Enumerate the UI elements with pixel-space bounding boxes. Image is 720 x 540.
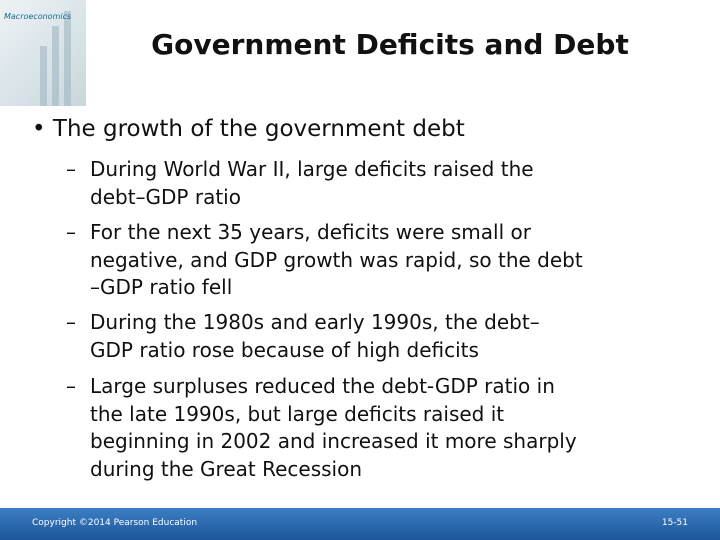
text-line: debt–GDP ratio — [90, 184, 241, 209]
slide-title: Government Deficits and Debt — [151, 28, 629, 61]
dash: – — [66, 157, 76, 181]
text-line: the late 1990s, but large deficits raise… — [90, 401, 505, 426]
sub-bullet-text: During the 1980s and early 1990s, the de… — [90, 309, 540, 364]
dash: – — [66, 310, 76, 334]
book-cover: Macroeconomics — [0, 0, 86, 106]
text-line: During World War II, large deficits rais… — [90, 157, 534, 181]
sub-bullet: – For the next 35 years, deficits were sm… — [66, 219, 583, 302]
sub-bullet: – During World War II, large deficits rai… — [66, 156, 534, 211]
text-line: Large surpluses reduced the debt-GDP rat… — [90, 374, 555, 398]
bullet: • The growth of the government debt — [32, 116, 465, 142]
sub-bullet-text: For the next 35 years, deficits were sma… — [90, 219, 583, 302]
page-number: 15-51 — [661, 518, 688, 528]
copyright: Copyright ©2014 Pearson Education — [32, 518, 198, 528]
sub-bullet: – Large surpluses reduced the debt-GDP ra… — [66, 373, 577, 483]
text-line: GDP ratio rose because of high deficits — [90, 337, 479, 362]
text-line: During the 1980s and early 1990s, the de… — [90, 310, 540, 334]
cover-graphic — [52, 26, 59, 106]
sub-bullet-text: During World War II, large deficits rais… — [90, 156, 534, 211]
text-line: For the next 35 years, deficits were sma… — [90, 220, 531, 244]
footer: Copyright ©2014 Pearson Education 15-51 — [0, 508, 720, 540]
cover-graphic — [64, 11, 71, 106]
text-line: beginning in 2002 and increased it more … — [90, 429, 577, 453]
cover-graphic — [40, 46, 47, 106]
text-line: negative, and GDP growth was rapid, so t… — [90, 247, 583, 272]
sub-bullet-text: Large surpluses reduced the debt-GDP rat… — [90, 373, 577, 483]
dash: – — [66, 374, 76, 398]
text-line: during the Great Recession — [90, 456, 363, 481]
text-line: –GDP ratio fell — [90, 275, 233, 299]
cover-title: Macroeconomics — [4, 12, 72, 21]
sub-bullet: – During the 1980s and early 1990s, the d… — [66, 309, 540, 364]
dash: – — [66, 220, 76, 244]
bullet-text: The growth of the government debt — [52, 116, 465, 142]
